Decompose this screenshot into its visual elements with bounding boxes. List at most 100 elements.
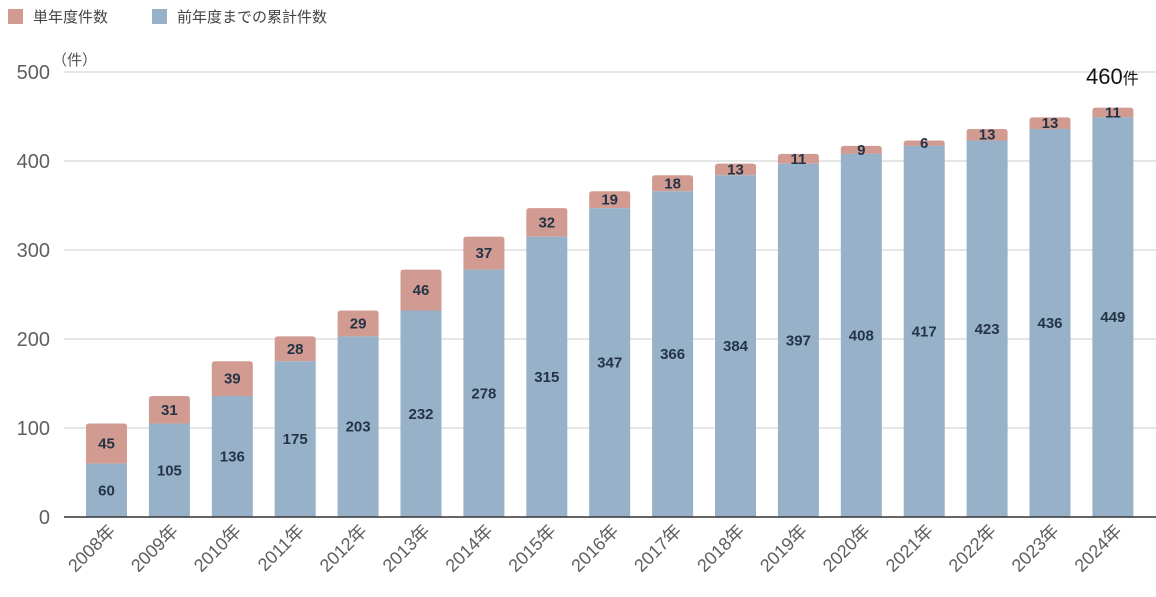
data-label-cumulative: 436 <box>1037 315 1062 332</box>
x-tick-label: 2011年 <box>254 521 308 575</box>
data-label-annual: 13 <box>979 127 996 144</box>
legend-swatch-cumulative <box>152 9 167 24</box>
y-tick-label: 300 <box>17 240 50 262</box>
bar-segment-annual <box>966 128 1008 141</box>
bar-segment-cumulative <box>526 236 568 517</box>
bar-segment-annual <box>715 163 756 176</box>
bar-segment-annual <box>337 310 379 337</box>
bars: 6045105311363917528203292324627837315323… <box>86 104 1134 518</box>
data-label-cumulative: 232 <box>408 406 433 423</box>
data-label-cumulative: 315 <box>534 369 559 386</box>
bar-segment-cumulative <box>400 310 442 517</box>
x-tick-label: 2017年 <box>630 521 685 576</box>
y-tick-label: 400 <box>17 151 50 173</box>
bar-segment-cumulative <box>840 153 882 517</box>
data-label-cumulative: 408 <box>849 327 874 344</box>
bar-segment-cumulative <box>337 336 379 517</box>
bar-segment-cumulative <box>652 191 694 517</box>
legend-swatch-annual <box>8 9 23 24</box>
x-tick-label: 2019年 <box>756 521 811 576</box>
bar-segment-cumulative <box>274 361 316 517</box>
x-tick-label: 2015年 <box>504 521 559 576</box>
data-label-cumulative: 384 <box>723 338 749 355</box>
x-tick-label: 2022年 <box>945 521 1000 576</box>
data-label-annual: 37 <box>476 245 493 262</box>
bar-segment-annual <box>777 153 819 164</box>
legend-label-annual: 単年度件数 <box>33 8 108 26</box>
x-tick-label: 2023年 <box>1008 521 1063 576</box>
data-label-cumulative: 423 <box>975 321 1000 338</box>
bar-segment-annual <box>400 269 442 311</box>
data-label-cumulative: 278 <box>471 385 496 402</box>
data-label-cumulative: 449 <box>1100 309 1125 326</box>
x-tick-label: 2024年 <box>1071 521 1126 576</box>
data-label-annual: 31 <box>161 402 178 419</box>
data-label-annual: 28 <box>287 341 304 358</box>
bar-segment-cumulative <box>903 145 945 517</box>
bar-segment-annual <box>86 423 127 464</box>
data-label-annual: 45 <box>98 436 115 453</box>
bar-segment-annual <box>1092 107 1134 118</box>
bar-segment-annual <box>148 395 190 424</box>
bar-segment-cumulative <box>1092 117 1134 517</box>
x-tick-label: 2008年 <box>64 521 119 576</box>
x-axis-ticks: 2008年 2009年 2010年 2011年 2012年 2013年 2014年 2015年… <box>64 521 1126 576</box>
data-label-cumulative: 397 <box>786 332 811 349</box>
bar-segment-annual <box>903 140 945 146</box>
data-label-cumulative: 105 <box>157 462 182 479</box>
y-tick-label: 0 <box>39 507 50 529</box>
x-tick-label: 2012年 <box>316 521 371 576</box>
data-label-annual: 18 <box>664 175 681 192</box>
data-label-cumulative: 60 <box>98 482 115 499</box>
bar-segment-cumulative <box>589 208 631 518</box>
bar-segment-cumulative <box>1029 128 1071 517</box>
bar-segment-annual <box>274 336 316 362</box>
legend-label-cumulative: 前年度までの累計件数 <box>177 8 327 26</box>
x-tick-label: 2021年 <box>882 521 937 576</box>
data-label-annual: 13 <box>727 161 744 178</box>
data-label-annual: 9 <box>857 142 865 159</box>
data-label-cumulative: 347 <box>597 355 622 372</box>
data-label-cumulative: 366 <box>660 346 685 363</box>
x-tick-label: 2020年 <box>819 521 874 576</box>
y-axis-ticks: 0 100 200 300 400 500 <box>17 62 50 529</box>
bar-segment-annual <box>526 208 568 237</box>
data-label-annual: 19 <box>601 192 618 209</box>
data-label-cumulative: 203 <box>346 419 371 436</box>
bar-segment-cumulative <box>148 423 190 517</box>
total-annotation-value: 460 <box>1086 64 1123 89</box>
data-label-annual: 39 <box>224 371 241 388</box>
data-label-annual: 11 <box>790 151 806 168</box>
data-label-annual: 32 <box>538 214 555 231</box>
bar-segment-annual <box>1029 117 1071 129</box>
bar-segment-annual <box>652 175 694 192</box>
x-tick-label: 2018年 <box>693 521 748 576</box>
total-annotation-unit: 件 <box>1123 69 1139 88</box>
legend: 単年度件数 前年度までの累計件数 <box>8 8 327 26</box>
y-tick-label: 100 <box>17 418 50 440</box>
x-tick-label: 2016年 <box>567 521 622 576</box>
bar-segment-cumulative <box>777 163 819 518</box>
bar-segment-annual <box>211 361 253 396</box>
x-tick-label: 2009年 <box>127 521 182 576</box>
x-tick-label: 2013年 <box>379 521 434 576</box>
x-tick-label: 2014年 <box>442 521 497 576</box>
bar-segment-annual <box>840 145 882 154</box>
bar-segment-cumulative <box>211 395 253 517</box>
x-tick-label: 2010年 <box>190 521 245 576</box>
bar-segment-cumulative <box>463 269 505 517</box>
bar-segment-annual <box>589 191 631 209</box>
data-label-annual: 46 <box>413 282 430 299</box>
y-axis-unit-label: （件） <box>52 51 97 69</box>
data-label-cumulative: 136 <box>220 448 245 465</box>
bar-segment-cumulative <box>966 140 1008 517</box>
data-label-cumulative: 417 <box>912 323 937 340</box>
bar-segment-cumulative <box>715 175 756 518</box>
data-label-annual: 13 <box>1042 115 1059 132</box>
data-label-annual: 29 <box>350 315 367 332</box>
data-label-annual: 6 <box>920 135 928 152</box>
bar-segment-annual <box>463 236 505 270</box>
total-annotation: 460件 <box>1086 64 1139 89</box>
bar-segment-cumulative <box>86 463 127 517</box>
